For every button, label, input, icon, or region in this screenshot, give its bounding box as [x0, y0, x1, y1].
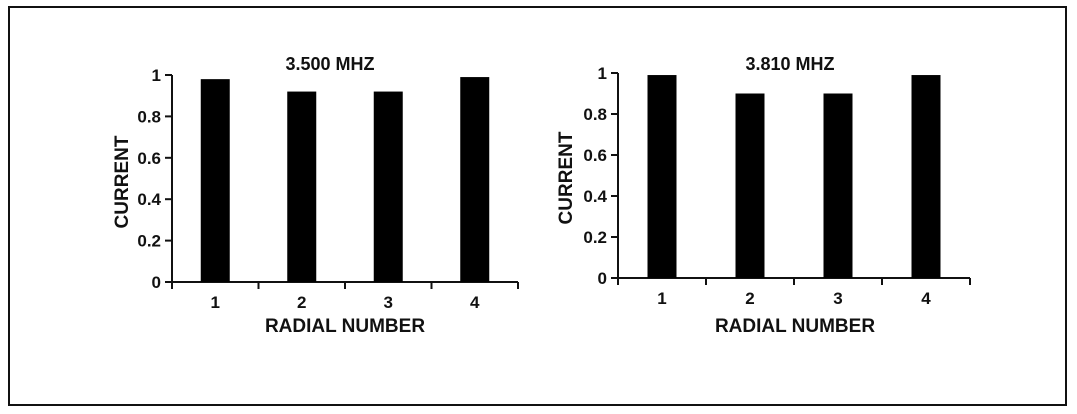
bar-4 — [460, 77, 490, 282]
y-tick-labels: 0 0.2 0.4 0.6 0.8 1 — [583, 64, 607, 288]
y-axis-label: CURRENT — [556, 131, 577, 224]
chart-2: 3.810 MHZ 0 0.2 0.4 0.6 0.8 1 1 2 3 4 CURRENT RA… — [556, 54, 971, 337]
bars — [200, 77, 490, 282]
y-tick-label: 0.2 — [583, 228, 607, 247]
x-tick-labels: 1 2 3 4 — [657, 289, 931, 308]
x-tick-label: 3 — [384, 293, 393, 312]
bar-3 — [373, 91, 403, 282]
chart-title: 3.810 MHZ — [745, 54, 834, 74]
y-ticks — [611, 72, 618, 279]
bar-2 — [735, 93, 765, 278]
x-tick-label: 3 — [833, 289, 842, 308]
y-ticks — [165, 74, 172, 283]
figure-frame — [8, 6, 1067, 406]
x-tick-label: 4 — [470, 293, 480, 312]
x-tick-label: 4 — [921, 289, 931, 308]
bar-2 — [287, 91, 317, 282]
y-tick-labels: 0 0.2 0.4 0.6 0.8 1 — [137, 66, 161, 292]
x-axis-label: RADIAL NUMBER — [265, 316, 425, 337]
bar-3 — [823, 93, 853, 278]
y-axis-label: CURRENT — [112, 135, 133, 228]
chart-title: 3.500 MHZ — [285, 54, 374, 74]
x-tick-labels: 1 2 3 4 — [211, 293, 481, 312]
y-tick-label: 0.6 — [583, 146, 607, 165]
x-tick-label: 2 — [297, 293, 306, 312]
y-tick-label: 0.4 — [137, 190, 161, 209]
x-axis-label: RADIAL NUMBER — [715, 316, 875, 337]
chart-1: 3.500 MHZ 0 0.2 0.4 0.6 0.8 1 1 2 3 4 CURRENT RA… — [112, 54, 519, 337]
y-tick-label: 1 — [152, 66, 161, 85]
bar-1 — [200, 79, 230, 282]
y-tick-label: 0.4 — [583, 187, 607, 206]
x-ticks — [617, 278, 971, 285]
x-tick-label: 2 — [745, 289, 754, 308]
bars — [647, 75, 941, 278]
bar-1 — [647, 75, 677, 278]
y-tick-label: 0.8 — [137, 107, 161, 126]
y-tick-label: 0.6 — [137, 149, 161, 168]
x-tick-label: 1 — [211, 293, 220, 312]
y-tick-label: 0.8 — [583, 105, 607, 124]
bar-4 — [911, 75, 941, 278]
x-ticks — [171, 282, 519, 289]
y-tick-label: 0.2 — [137, 232, 161, 251]
y-tick-label: 0 — [598, 269, 607, 288]
y-tick-label: 0 — [152, 273, 161, 292]
x-tick-label: 1 — [657, 289, 666, 308]
y-tick-label: 1 — [598, 64, 607, 83]
